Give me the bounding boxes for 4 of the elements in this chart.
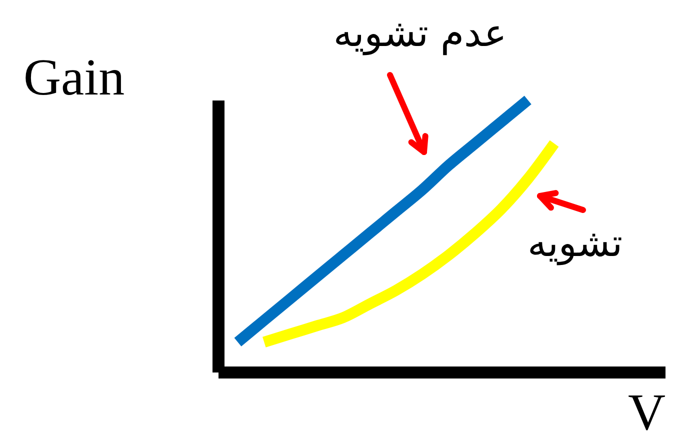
series-label: تشويه bbox=[527, 221, 623, 266]
y-axis-title: Gain bbox=[24, 50, 125, 106]
series-label: عدم تشويه bbox=[333, 11, 507, 56]
x-axis-title: V bbox=[628, 384, 666, 442]
